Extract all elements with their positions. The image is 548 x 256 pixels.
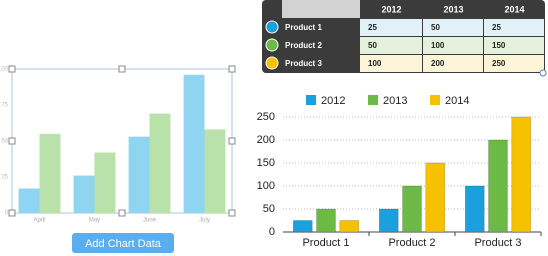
cell-value: 200	[431, 59, 445, 68]
x-tick-label: Product 2	[388, 237, 435, 249]
cell-value: 50	[368, 41, 377, 50]
row-color-dot	[265, 38, 279, 52]
column-header: 2014	[504, 4, 524, 14]
resize-handle[interactable]	[118, 65, 126, 73]
legend-label: 2014	[445, 95, 469, 107]
y-tick-label: 100	[257, 180, 275, 192]
y-tick-label: 0	[269, 226, 275, 238]
table-resize-handle[interactable]	[539, 69, 547, 77]
bar	[511, 116, 531, 233]
table-cell[interactable]	[360, 55, 422, 72]
bar	[128, 136, 150, 213]
cell-value: 25	[368, 23, 377, 32]
bar	[339, 220, 359, 233]
bar	[18, 188, 40, 213]
row-label: Product 3	[285, 59, 322, 68]
cell-value: 25	[492, 23, 501, 32]
x-tick-label: Product 1	[302, 237, 349, 249]
corner-cell	[282, 0, 360, 18]
button-label[interactable]: Add Chart Data	[85, 238, 162, 250]
bar	[149, 113, 171, 213]
cell-value: 100	[431, 41, 445, 50]
y-tick-label: 0	[5, 211, 9, 217]
legend-swatch	[430, 95, 440, 105]
table-cell[interactable]	[423, 37, 483, 54]
cell-value: 50	[431, 23, 440, 32]
x-tick-label: June	[143, 218, 157, 224]
resize-handle[interactable]	[8, 209, 16, 217]
bar	[402, 185, 422, 233]
row-color-dot	[265, 20, 279, 34]
bar	[379, 208, 399, 233]
table-cell[interactable]	[484, 19, 544, 36]
resize-handle[interactable]	[118, 209, 126, 217]
cell-value: 100	[368, 59, 382, 68]
cell-value: 150	[492, 41, 506, 50]
legend-swatch	[368, 95, 378, 105]
table-cell[interactable]	[484, 37, 544, 54]
resize-handle[interactable]	[228, 209, 236, 217]
bar	[293, 220, 313, 233]
bar	[465, 185, 485, 233]
table-cell[interactable]	[423, 55, 483, 72]
resize-handle[interactable]	[228, 137, 236, 145]
bar	[204, 129, 226, 213]
y-tick-label: 25	[1, 175, 8, 181]
bar	[73, 175, 95, 213]
table-cell[interactable]	[484, 55, 544, 72]
table-cell[interactable]	[360, 19, 422, 36]
y-tick-label: 50	[1, 139, 8, 145]
resize-handle[interactable]	[228, 65, 236, 73]
table-cell[interactable]	[360, 37, 422, 54]
x-tick-label: July	[199, 218, 210, 224]
y-tick-label: 150	[257, 157, 275, 169]
legend-label: 2012	[321, 95, 345, 107]
y-tick-label: 50	[263, 203, 275, 215]
table-frame	[262, 0, 545, 73]
row-color-dot	[265, 56, 279, 70]
legend-label: 2013	[383, 95, 407, 107]
add-chart-data-button[interactable]	[72, 233, 174, 253]
row-label: Product 1	[285, 23, 322, 32]
row-label: Product 2	[285, 41, 322, 50]
y-tick-label: 75	[1, 103, 8, 109]
table-cell[interactable]	[423, 19, 483, 36]
column-header: 2013	[443, 4, 463, 14]
x-tick-label: April	[33, 218, 45, 224]
bar	[425, 162, 445, 233]
bar	[39, 133, 61, 213]
column-header: 2012	[381, 4, 401, 14]
x-tick-label: Product 3	[474, 237, 521, 249]
cell-value: 250	[492, 59, 506, 68]
resize-handle[interactable]	[8, 137, 16, 145]
bar	[183, 74, 205, 213]
bar	[316, 208, 336, 233]
y-tick-label: 100	[0, 67, 9, 73]
bar	[94, 152, 116, 213]
y-tick-label: 200	[257, 134, 275, 146]
y-tick-label: 250	[257, 111, 275, 123]
bar	[488, 139, 508, 233]
legend-swatch	[306, 95, 316, 105]
resize-handle[interactable]	[8, 65, 16, 73]
x-tick-label: May	[89, 218, 100, 224]
